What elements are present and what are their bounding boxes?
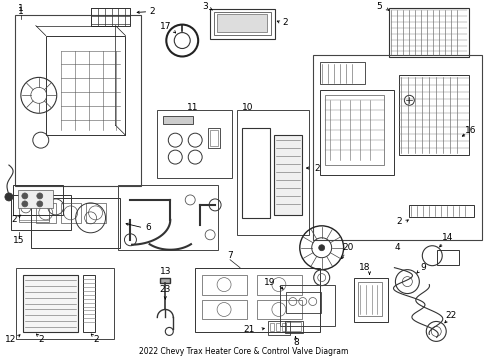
Bar — [157, 110, 232, 178]
Text: 2022 Chevy Trax Heater Core & Control Valve Diagram: 2022 Chevy Trax Heater Core & Control Va… — [139, 347, 348, 356]
Bar — [273, 135, 301, 215]
Bar — [312, 55, 481, 240]
Bar — [285, 321, 302, 333]
Bar — [82, 275, 94, 332]
Bar — [208, 128, 220, 148]
Bar — [11, 195, 71, 230]
Text: 2: 2 — [94, 335, 99, 344]
Bar — [19, 215, 49, 220]
Bar — [202, 275, 246, 294]
Bar — [195, 268, 319, 332]
Text: 21: 21 — [243, 325, 254, 334]
Text: 7: 7 — [227, 251, 232, 260]
Bar — [324, 95, 384, 165]
Text: 2: 2 — [313, 163, 319, 172]
Bar — [267, 321, 289, 336]
Text: 3: 3 — [202, 2, 207, 11]
Text: 13: 13 — [159, 267, 171, 276]
Bar — [19, 200, 49, 222]
Text: 10: 10 — [242, 103, 253, 112]
Bar — [281, 323, 285, 332]
Bar — [16, 268, 113, 339]
Bar — [436, 250, 458, 265]
Bar — [13, 185, 62, 215]
Bar — [15, 15, 141, 186]
Text: 2: 2 — [11, 215, 17, 224]
Text: 2: 2 — [282, 18, 287, 27]
Text: 6: 6 — [145, 223, 151, 232]
Bar — [319, 62, 364, 84]
Bar — [46, 36, 125, 135]
Bar — [160, 278, 170, 283]
Circle shape — [5, 193, 13, 201]
Bar — [285, 323, 300, 332]
Bar — [388, 8, 468, 58]
Circle shape — [22, 201, 28, 207]
Bar — [31, 198, 120, 248]
Bar — [279, 285, 334, 327]
Text: 2: 2 — [38, 335, 43, 344]
Bar — [163, 116, 193, 124]
Text: 15: 15 — [13, 236, 24, 245]
Bar — [23, 275, 78, 332]
Text: 11: 11 — [187, 103, 199, 112]
Bar — [256, 300, 301, 319]
Text: 5: 5 — [376, 2, 382, 11]
Bar — [357, 282, 382, 316]
Bar — [210, 130, 218, 146]
Circle shape — [37, 193, 42, 199]
Text: 2: 2 — [396, 217, 402, 226]
Bar — [18, 190, 53, 208]
Bar — [202, 300, 246, 319]
Text: 22: 22 — [445, 311, 456, 320]
Text: 19: 19 — [264, 278, 275, 287]
Bar — [269, 323, 273, 332]
Bar — [85, 203, 105, 223]
Text: 16: 16 — [465, 126, 476, 135]
Text: 1: 1 — [18, 7, 24, 16]
Text: 17: 17 — [159, 22, 171, 31]
Text: 4: 4 — [394, 243, 399, 252]
Bar — [256, 275, 301, 294]
Circle shape — [37, 201, 42, 207]
Text: 1: 1 — [18, 4, 24, 13]
Circle shape — [22, 193, 28, 199]
Bar — [285, 292, 320, 314]
Bar — [214, 12, 270, 35]
Text: 2: 2 — [149, 7, 155, 16]
Bar — [408, 205, 473, 217]
Text: 20: 20 — [341, 243, 352, 252]
Bar — [61, 203, 81, 223]
Text: 12: 12 — [5, 335, 17, 344]
Bar — [118, 185, 218, 250]
Text: 18: 18 — [358, 263, 369, 272]
Bar — [399, 75, 468, 155]
Bar — [275, 323, 279, 332]
Bar — [217, 14, 266, 32]
Bar — [237, 110, 308, 235]
Text: 8: 8 — [292, 338, 298, 347]
Bar — [242, 128, 269, 218]
Text: 23: 23 — [159, 285, 171, 294]
Bar — [210, 9, 274, 39]
Circle shape — [318, 245, 324, 251]
Text: 14: 14 — [441, 233, 452, 242]
Text: 9: 9 — [420, 263, 426, 272]
Bar — [36, 203, 56, 223]
Bar — [90, 8, 130, 26]
Bar — [319, 90, 394, 175]
Bar — [353, 278, 387, 323]
